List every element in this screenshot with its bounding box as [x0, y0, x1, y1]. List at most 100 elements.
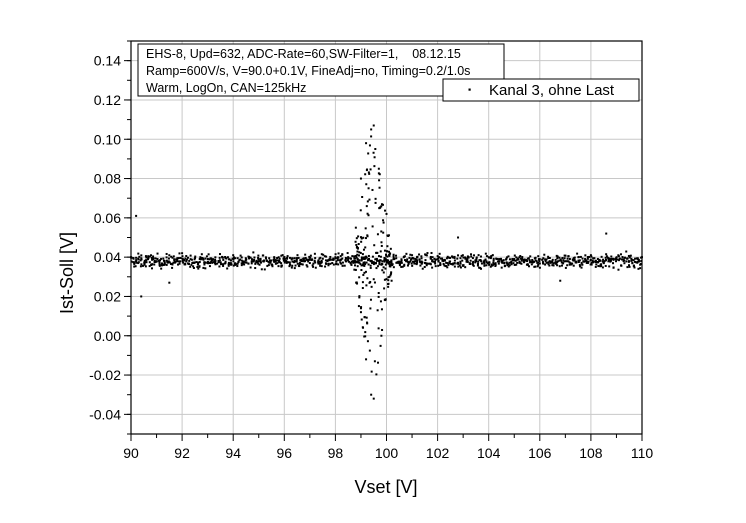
data-point [362, 273, 365, 276]
data-point [257, 254, 260, 257]
data-point [140, 263, 143, 266]
data-point [497, 262, 500, 265]
data-point [370, 393, 373, 396]
data-point [329, 262, 332, 265]
data-point [538, 266, 541, 269]
data-point [355, 245, 358, 248]
data-point [311, 264, 314, 267]
data-point [387, 282, 390, 285]
data-point [332, 258, 335, 261]
data-point [374, 197, 377, 200]
data-point [133, 262, 136, 265]
data-point [336, 259, 339, 262]
data-point [400, 261, 403, 264]
data-point [628, 265, 631, 268]
data-point [359, 263, 362, 266]
data-point [314, 257, 317, 260]
data-point [234, 257, 237, 260]
data-point [395, 261, 398, 264]
data-point [534, 259, 537, 262]
data-point [278, 257, 281, 260]
data-point [591, 261, 594, 264]
data-point [431, 266, 434, 269]
data-point [269, 261, 272, 264]
data-point [535, 260, 538, 263]
data-point [370, 285, 373, 288]
data-point [528, 265, 531, 268]
data-point [631, 261, 634, 264]
data-point [251, 258, 253, 261]
data-point [353, 257, 356, 260]
data-point [530, 263, 533, 266]
data-point [556, 264, 559, 267]
legend: Kanal 3, ohne Last [442, 78, 640, 102]
data-point [612, 257, 615, 260]
data-point [135, 259, 138, 262]
data-point [403, 263, 406, 266]
data-point [623, 256, 626, 259]
data-point [363, 261, 366, 264]
data-point [614, 258, 617, 261]
data-point [220, 263, 223, 266]
data-point [211, 259, 214, 262]
data-point [600, 255, 603, 258]
data-point [425, 254, 428, 257]
data-point [446, 255, 449, 258]
data-point [311, 258, 314, 261]
data-point [584, 254, 587, 257]
data-point [475, 257, 478, 260]
data-point [355, 281, 358, 284]
data-point [286, 255, 289, 258]
data-point [356, 250, 359, 253]
data-point [360, 306, 363, 309]
data-point [339, 261, 342, 264]
data-point [356, 253, 359, 256]
data-point [491, 254, 494, 257]
data-point [245, 258, 248, 261]
data-point [585, 261, 588, 264]
data-point [431, 259, 434, 262]
data-point [412, 257, 415, 260]
data-point [383, 249, 386, 252]
data-point [137, 257, 140, 260]
data-point [304, 253, 307, 256]
data-point [224, 256, 227, 258]
data-point [409, 253, 412, 256]
data-point [403, 264, 406, 267]
data-point [637, 258, 640, 261]
data-point [280, 264, 283, 267]
data-point [355, 243, 358, 246]
data-point [411, 254, 414, 257]
data-point [410, 258, 413, 261]
data-point [430, 251, 433, 254]
data-point [326, 260, 329, 262]
data-point [154, 261, 157, 264]
data-point [312, 265, 315, 268]
data-point [484, 258, 487, 261]
data-point [302, 258, 305, 261]
data-point [328, 259, 331, 262]
data-point [218, 253, 221, 256]
data-point [137, 262, 140, 265]
data-point [462, 264, 465, 267]
data-point [133, 265, 136, 268]
data-point [139, 265, 142, 268]
data-point [274, 262, 277, 265]
data-point [582, 260, 585, 263]
data-point [388, 261, 391, 264]
data-point [372, 261, 375, 264]
data-point [378, 263, 381, 266]
data-point [610, 257, 613, 260]
data-point [312, 262, 315, 265]
data-point [384, 267, 387, 270]
data-point [431, 260, 434, 263]
data-point [199, 256, 202, 259]
data-point [271, 265, 274, 268]
data-point [364, 331, 367, 334]
data-point [586, 260, 589, 263]
data-point [236, 262, 239, 265]
data-point [354, 240, 357, 243]
y-axis-title: Ist-Soll [V] [57, 232, 77, 314]
data-point [466, 257, 469, 260]
data-point [581, 263, 584, 266]
